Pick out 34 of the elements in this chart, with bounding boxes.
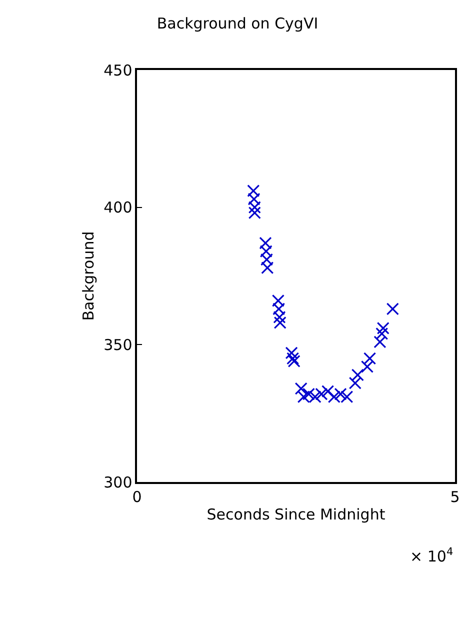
y-tick-label: 350	[104, 336, 132, 354]
point	[286, 352, 300, 365]
point	[386, 302, 399, 316]
point	[259, 236, 272, 250]
point	[248, 201, 261, 214]
text: × 10$^{4}$	[410, 546, 454, 566]
y-axis-title: Background	[79, 231, 98, 321]
point	[374, 336, 386, 348]
point	[376, 322, 390, 334]
point	[294, 382, 308, 395]
point	[351, 368, 364, 382]
point	[260, 253, 274, 266]
point	[247, 184, 260, 198]
y-tick-label: 300	[104, 473, 132, 492]
point	[348, 376, 362, 390]
x-tick-label: 0	[132, 488, 142, 506]
point	[363, 352, 376, 365]
point	[260, 244, 272, 258]
point	[274, 316, 286, 329]
y-tick-label: 450	[104, 61, 132, 80]
point	[248, 206, 261, 220]
point	[376, 327, 388, 340]
point	[360, 360, 374, 373]
point	[248, 192, 260, 206]
chart-title: Background on CygVI	[156, 14, 318, 32]
point	[272, 294, 284, 308]
x-axis-title: Seconds Since Midnight	[206, 505, 386, 524]
point	[261, 261, 274, 274]
point	[288, 354, 300, 368]
point	[273, 310, 286, 324]
point	[285, 346, 298, 360]
point	[272, 302, 286, 316]
y-tick-label: 400	[104, 198, 132, 217]
x-tick-label: 5	[450, 488, 460, 506]
